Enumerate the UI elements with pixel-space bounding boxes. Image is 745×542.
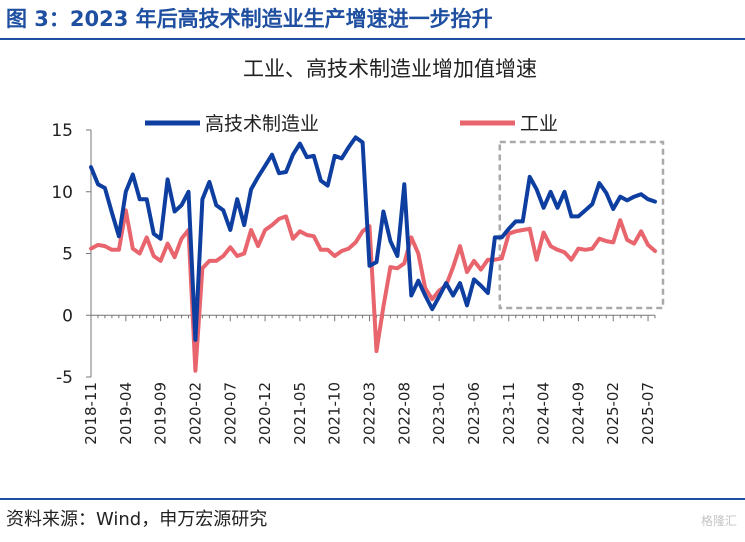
x-tick-label: 2023-01: [430, 382, 448, 445]
highlight-box-group: [498, 140, 665, 310]
x-tick-label: 2024-09: [569, 382, 587, 445]
x-tick-label: 2019-09: [152, 382, 170, 445]
source-rule: [0, 498, 745, 500]
legend: 高技术制造业 工业: [145, 113, 558, 135]
x-tick-label: 2025-07: [639, 382, 657, 445]
x-tick-label: 2021-10: [326, 382, 344, 445]
x-tick-label: 2018-11: [82, 382, 100, 445]
x-tick-label: 2020-07: [221, 382, 239, 445]
y-tick-label: 15: [51, 121, 73, 141]
x-tick-label: 2021-05: [291, 382, 309, 445]
series-lines: [89, 135, 657, 373]
y-axis: -5 0 5 10 15: [51, 121, 92, 388]
x-tick-label: 2022-08: [395, 382, 413, 445]
x-axis: 2018-11 2019-04 2019-09 2020-02 2020-07 2020-…: [82, 314, 657, 445]
x-tick-label: 2020-02: [186, 382, 204, 445]
x-tick-label: 2020-12: [256, 382, 274, 445]
x-tick-label: 2025-02: [604, 382, 622, 445]
x-tick-label: 2019-04: [117, 382, 135, 445]
y-tick-label: -5: [56, 368, 73, 388]
x-tick-label: 2022-03: [361, 382, 379, 445]
source-note: 资料来源：Wind，申万宏源研究: [6, 509, 268, 530]
x-tick-label: 2024-04: [535, 382, 553, 445]
y-tick-label: 10: [51, 183, 73, 203]
y-tick-label: 5: [62, 245, 73, 265]
series-line-1: [89, 208, 657, 373]
x-tick-label: 2023-11: [500, 382, 518, 445]
legend-label: 高技术制造业: [205, 113, 319, 135]
title-rule: [0, 38, 745, 40]
x-tick-label: 2023-06: [465, 382, 483, 445]
legend-label: 工业: [520, 113, 558, 135]
highlight-box: [498, 140, 665, 310]
series-line-0: [89, 135, 657, 342]
figure-title: 图 3：2023 年后高技术制造业生产增速进一步抬升: [6, 7, 493, 31]
y-tick-label: 0: [62, 306, 73, 326]
watermark-logo: 格隆汇: [700, 514, 737, 528]
chart-title: 工业、高技术制造业增加值增速: [243, 57, 537, 81]
